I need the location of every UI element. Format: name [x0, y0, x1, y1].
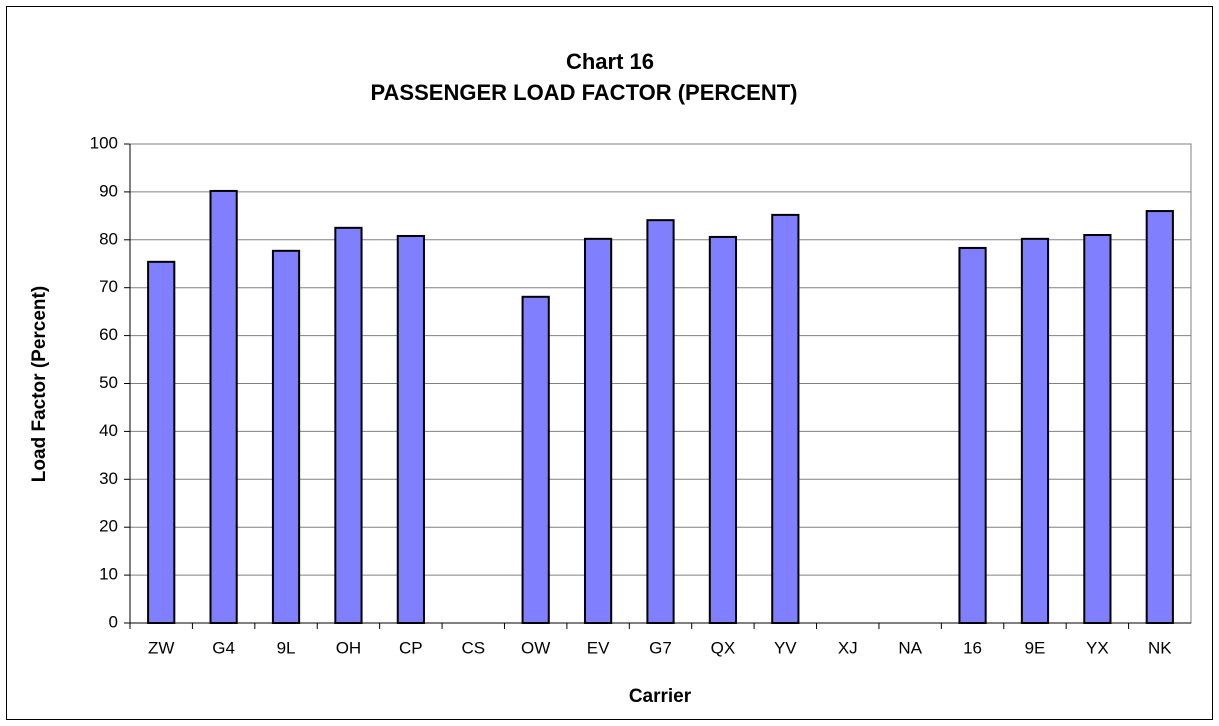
y-tick-label: 10	[99, 565, 118, 584]
x-tick-label: EV	[587, 638, 610, 657]
x-tick-label: CP	[399, 638, 423, 657]
x-tick-label: NK	[1148, 638, 1172, 657]
bar	[209, 189, 238, 625]
x-tick-label: G7	[649, 638, 672, 657]
bar	[646, 219, 675, 624]
bar	[583, 237, 613, 624]
x-tick-label: 16	[963, 638, 982, 657]
bar	[271, 249, 301, 625]
x-tick-label: QX	[711, 638, 736, 657]
y-tick-label: 50	[99, 373, 118, 392]
x-tick-label: 9L	[277, 638, 296, 657]
bar	[396, 234, 425, 625]
x-tick-label: G4	[212, 638, 235, 657]
x-tick-label: CS	[461, 638, 485, 657]
bar	[521, 295, 550, 624]
y-tick-label: 20	[99, 517, 118, 536]
x-tick-label: OH	[336, 638, 362, 657]
chart-subtitle: PASSENGER LOAD FACTOR (PERCENT)	[371, 80, 798, 105]
bar	[1145, 210, 1174, 624]
x-tick-label: 9E	[1025, 638, 1046, 657]
bar	[1083, 234, 1112, 624]
x-tick-label: NA	[898, 638, 922, 657]
y-tick-label: 0	[109, 612, 118, 631]
bar	[1020, 237, 1050, 624]
y-tick-label: 80	[99, 229, 118, 248]
x-axis-label: Carrier	[629, 686, 692, 707]
bar	[334, 226, 363, 624]
bar	[708, 235, 738, 624]
x-tick-label: OW	[521, 638, 550, 657]
bar	[771, 213, 800, 624]
y-tick-label: 70	[99, 277, 118, 296]
x-tick-label: XJ	[838, 638, 858, 657]
bar	[147, 260, 176, 624]
y-tick-label: 30	[99, 469, 118, 488]
x-tick-label: YX	[1086, 638, 1109, 657]
chart-title: Chart 16	[566, 49, 654, 74]
x-tick-label: ZW	[148, 638, 174, 657]
y-tick-label: 90	[99, 181, 118, 200]
y-tick-label: 100	[90, 133, 118, 152]
bar	[958, 246, 987, 624]
x-tick-label: YV	[774, 638, 797, 657]
y-axis-label: Load Factor (Percent)	[29, 286, 50, 482]
y-tick-label: 60	[99, 325, 118, 344]
y-tick-label: 40	[99, 421, 118, 440]
